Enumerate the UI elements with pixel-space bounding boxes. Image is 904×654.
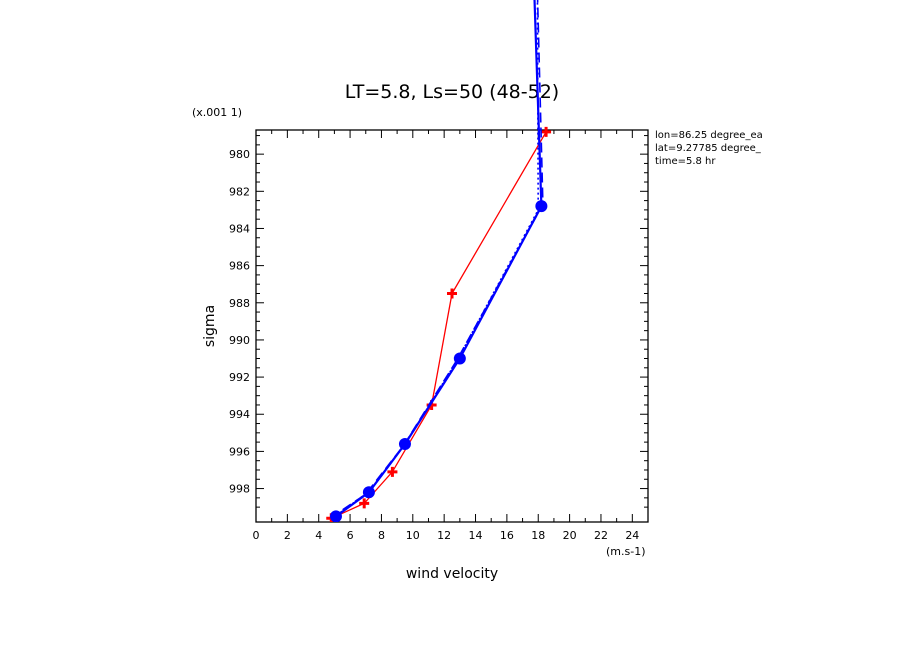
series-0-marker xyxy=(447,288,457,299)
y-axis-ticks: 980 982 984 986 988 990 992 994 996 998 xyxy=(229,135,648,508)
y-tick-label: 984 xyxy=(229,222,250,235)
chart-title: LT=5.8, Ls=50 (48-52) xyxy=(345,81,559,103)
series-1-line xyxy=(335,0,543,518)
x-tick-label: 20 xyxy=(563,529,577,542)
x-tick-label: 14 xyxy=(469,529,483,542)
x-axis-ticks: 0 2 4 6 8 10 12 14 16 18 20 22 24 xyxy=(253,130,649,542)
series-2-line xyxy=(332,0,544,518)
x-axis-label: wind velocity xyxy=(406,566,498,582)
series-layer xyxy=(326,0,552,522)
series-1-marker xyxy=(329,510,342,522)
y-tick-label: 982 xyxy=(229,185,250,198)
series-0-marker xyxy=(387,466,398,477)
y-tick-label: 980 xyxy=(229,148,250,161)
x-tick-label: 2 xyxy=(284,529,291,542)
series-0-line xyxy=(331,131,547,519)
x-tick-label: 8 xyxy=(378,529,385,542)
y-tick-label: 998 xyxy=(229,483,250,496)
y-tick-label: 996 xyxy=(229,445,250,458)
series-0-marker xyxy=(541,126,552,137)
y-tick-label: 994 xyxy=(229,408,250,421)
x-tick-label: 0 xyxy=(253,529,260,542)
x-tick-label: 24 xyxy=(625,529,639,542)
y-tick-label: 992 xyxy=(229,371,250,384)
x-tick-label: 12 xyxy=(437,529,451,542)
x-tick-label: 16 xyxy=(500,529,514,542)
y-scale-label: (x.001 1) xyxy=(192,106,242,119)
annotation-clip xyxy=(780,125,904,170)
y-tick-label: 988 xyxy=(229,297,250,310)
annotation-lon: lon=86.25 degree_ea xyxy=(655,130,763,141)
series-0-marker xyxy=(359,498,370,509)
x-tick-label: 18 xyxy=(531,529,545,542)
plot-frame xyxy=(255,129,649,523)
x-unit-label: (m.s-1) xyxy=(606,545,646,558)
series-1-marker xyxy=(362,486,375,499)
info-annotations: lon=86.25 degree_ea lat=9.27785 degree_ … xyxy=(655,130,763,167)
annotation-lat: lat=9.27785 degree_ xyxy=(655,143,762,154)
annotation-time: time=5.8 hr xyxy=(655,156,716,167)
x-tick-label: 4 xyxy=(315,529,322,542)
y-tick-label: 990 xyxy=(229,334,250,347)
series-3-line xyxy=(337,0,540,516)
y-tick-label: 986 xyxy=(229,260,250,273)
x-tick-label: 10 xyxy=(406,529,420,542)
y-axis-label: sigma xyxy=(202,305,218,347)
x-tick-label: 6 xyxy=(347,529,354,542)
x-tick-label: 22 xyxy=(594,529,608,542)
